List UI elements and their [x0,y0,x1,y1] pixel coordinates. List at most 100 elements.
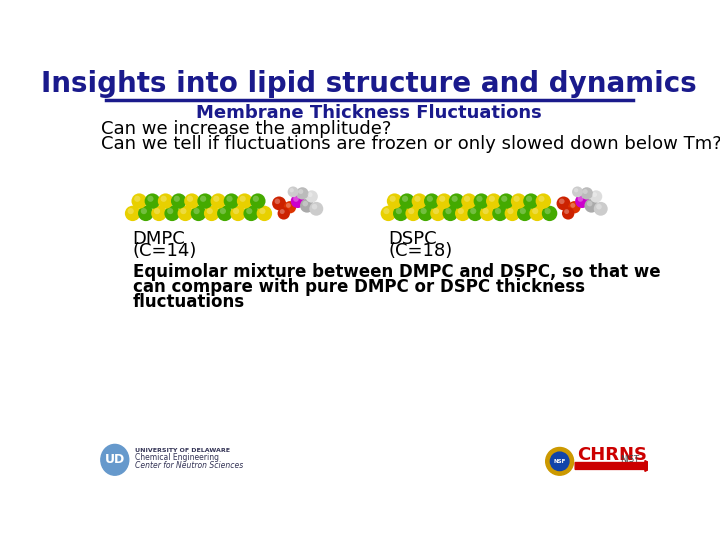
Circle shape [284,201,296,213]
Circle shape [501,195,508,202]
Circle shape [517,206,533,221]
Ellipse shape [101,444,129,475]
Circle shape [414,195,420,202]
Circle shape [393,206,408,221]
Circle shape [132,193,147,209]
Circle shape [274,199,280,204]
Circle shape [523,193,539,209]
Text: NSF: NSF [554,459,566,464]
Circle shape [383,208,390,214]
Circle shape [277,207,290,220]
Circle shape [312,204,318,210]
Circle shape [596,204,602,210]
Circle shape [587,201,593,206]
Text: Membrane Thickness Fluctuations: Membrane Thickness Fluctuations [196,104,542,122]
Circle shape [161,195,167,202]
Circle shape [557,197,570,211]
Text: UNIVERSITY OF DELAWARE: UNIVERSITY OF DELAWARE [135,448,230,453]
Circle shape [289,188,294,192]
Circle shape [446,208,451,214]
Circle shape [213,195,220,202]
Circle shape [307,192,312,197]
Circle shape [233,208,239,214]
Circle shape [145,193,160,209]
Circle shape [580,187,593,200]
Circle shape [570,203,575,208]
Circle shape [439,195,446,202]
Text: CHRNS: CHRNS [577,446,647,464]
Circle shape [520,208,526,214]
Circle shape [550,452,569,470]
Circle shape [577,196,583,202]
Circle shape [474,193,489,209]
Circle shape [510,193,526,209]
Circle shape [207,208,213,214]
Circle shape [141,208,147,214]
Circle shape [293,196,299,202]
Circle shape [489,195,495,202]
Circle shape [470,208,477,214]
Circle shape [174,195,180,202]
Circle shape [486,193,502,209]
Circle shape [480,206,495,221]
Circle shape [287,186,299,197]
Circle shape [167,208,174,214]
Circle shape [594,202,608,215]
Circle shape [462,193,477,209]
Circle shape [482,208,489,214]
Circle shape [526,195,532,202]
Circle shape [590,190,602,202]
Text: can compare with pure DMPC or DSPC thickness: can compare with pure DMPC or DSPC thick… [132,278,585,296]
Text: (C=14): (C=14) [132,242,197,260]
Circle shape [427,195,433,202]
Circle shape [230,206,246,221]
Text: fluctuations: fluctuations [132,294,245,312]
Circle shape [220,208,226,214]
Circle shape [458,208,464,214]
Circle shape [171,193,186,209]
Circle shape [286,203,291,208]
Circle shape [217,206,233,221]
Circle shape [158,193,174,209]
Circle shape [532,208,539,214]
Circle shape [412,193,427,209]
Circle shape [280,209,284,214]
Circle shape [134,195,140,202]
Circle shape [467,206,483,221]
Circle shape [138,206,153,221]
Circle shape [310,202,323,215]
Circle shape [125,206,140,221]
Circle shape [390,195,396,202]
Circle shape [224,193,239,209]
Circle shape [164,206,180,221]
Circle shape [408,208,414,214]
Circle shape [296,187,309,200]
Circle shape [300,199,314,213]
Circle shape [582,189,588,194]
Circle shape [585,199,598,213]
Text: Insights into lipid structure and dynamics: Insights into lipid structure and dynami… [41,70,697,98]
Circle shape [210,193,226,209]
FancyArrow shape [575,461,656,471]
Text: (C=18): (C=18) [388,242,453,260]
Circle shape [148,195,153,202]
Circle shape [568,201,580,213]
Circle shape [433,208,439,214]
Text: Center for Neutron Sciences: Center for Neutron Sciences [135,461,243,470]
Circle shape [424,193,439,209]
Circle shape [381,206,396,221]
Circle shape [592,192,597,197]
Circle shape [464,195,470,202]
Circle shape [204,206,220,221]
Circle shape [305,190,318,202]
Circle shape [492,206,508,221]
Text: Chemical Engineering: Chemical Engineering [135,453,219,462]
Circle shape [272,197,286,211]
Circle shape [243,206,259,221]
Circle shape [226,195,233,202]
Circle shape [405,206,421,221]
Circle shape [477,195,482,202]
Circle shape [572,186,583,197]
Circle shape [399,193,415,209]
Circle shape [191,206,206,221]
